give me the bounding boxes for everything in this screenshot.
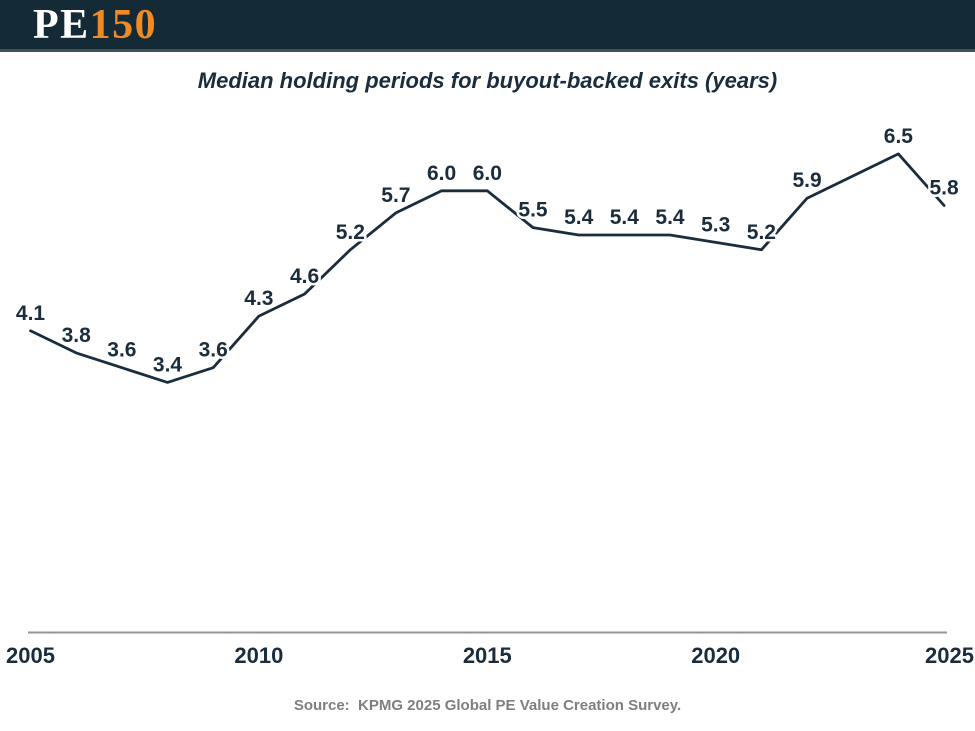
data-label-2017: 5.4 [564,206,594,229]
data-label-2013: 5.7 [381,184,410,207]
pe150-logo: PE150 [33,0,157,49]
x-tick-2015: 2015 [463,643,512,668]
median-holding-line [29,152,946,384]
x-tick-2025: 2025 [925,643,974,668]
data-label-2012: 5.2 [336,221,365,244]
data-label-2006: 3.8 [62,324,92,347]
logo-150-text: 150 [89,2,158,48]
data-label-2021: 5.2 [747,221,776,244]
data-label-2019: 5.4 [655,206,685,229]
data-label-2020: 5.3 [701,213,730,236]
data-label-2009: 3.6 [199,339,228,362]
data-label-2016: 5.5 [518,199,548,222]
data-label-2024: 6.5 [884,125,914,148]
x-tick-2020: 2020 [691,643,740,668]
data-label-2022: 5.9 [792,169,821,192]
data-label-2008: 3.4 [153,353,183,376]
x-tick-2010: 2010 [234,643,283,668]
data-label-2025: 5.8 [929,177,959,200]
data-label-2015: 6.0 [473,162,502,185]
header-bar: PE150 [0,0,975,52]
logo-pe-text: PE [33,2,90,48]
data-label-2010: 4.3 [244,287,273,310]
data-label-2011: 4.6 [290,265,319,288]
x-tick-2005: 2005 [6,643,55,668]
chart-title: Median holding periods for buyout-backed… [197,68,778,93]
data-label-2018: 5.4 [610,206,640,229]
source-attribution: Source: KPMG 2025 Global PE Value Creati… [293,697,682,714]
data-label-2005: 4.1 [16,302,46,325]
data-label-2007: 3.6 [107,339,136,362]
data-label-2014: 6.0 [427,162,456,185]
